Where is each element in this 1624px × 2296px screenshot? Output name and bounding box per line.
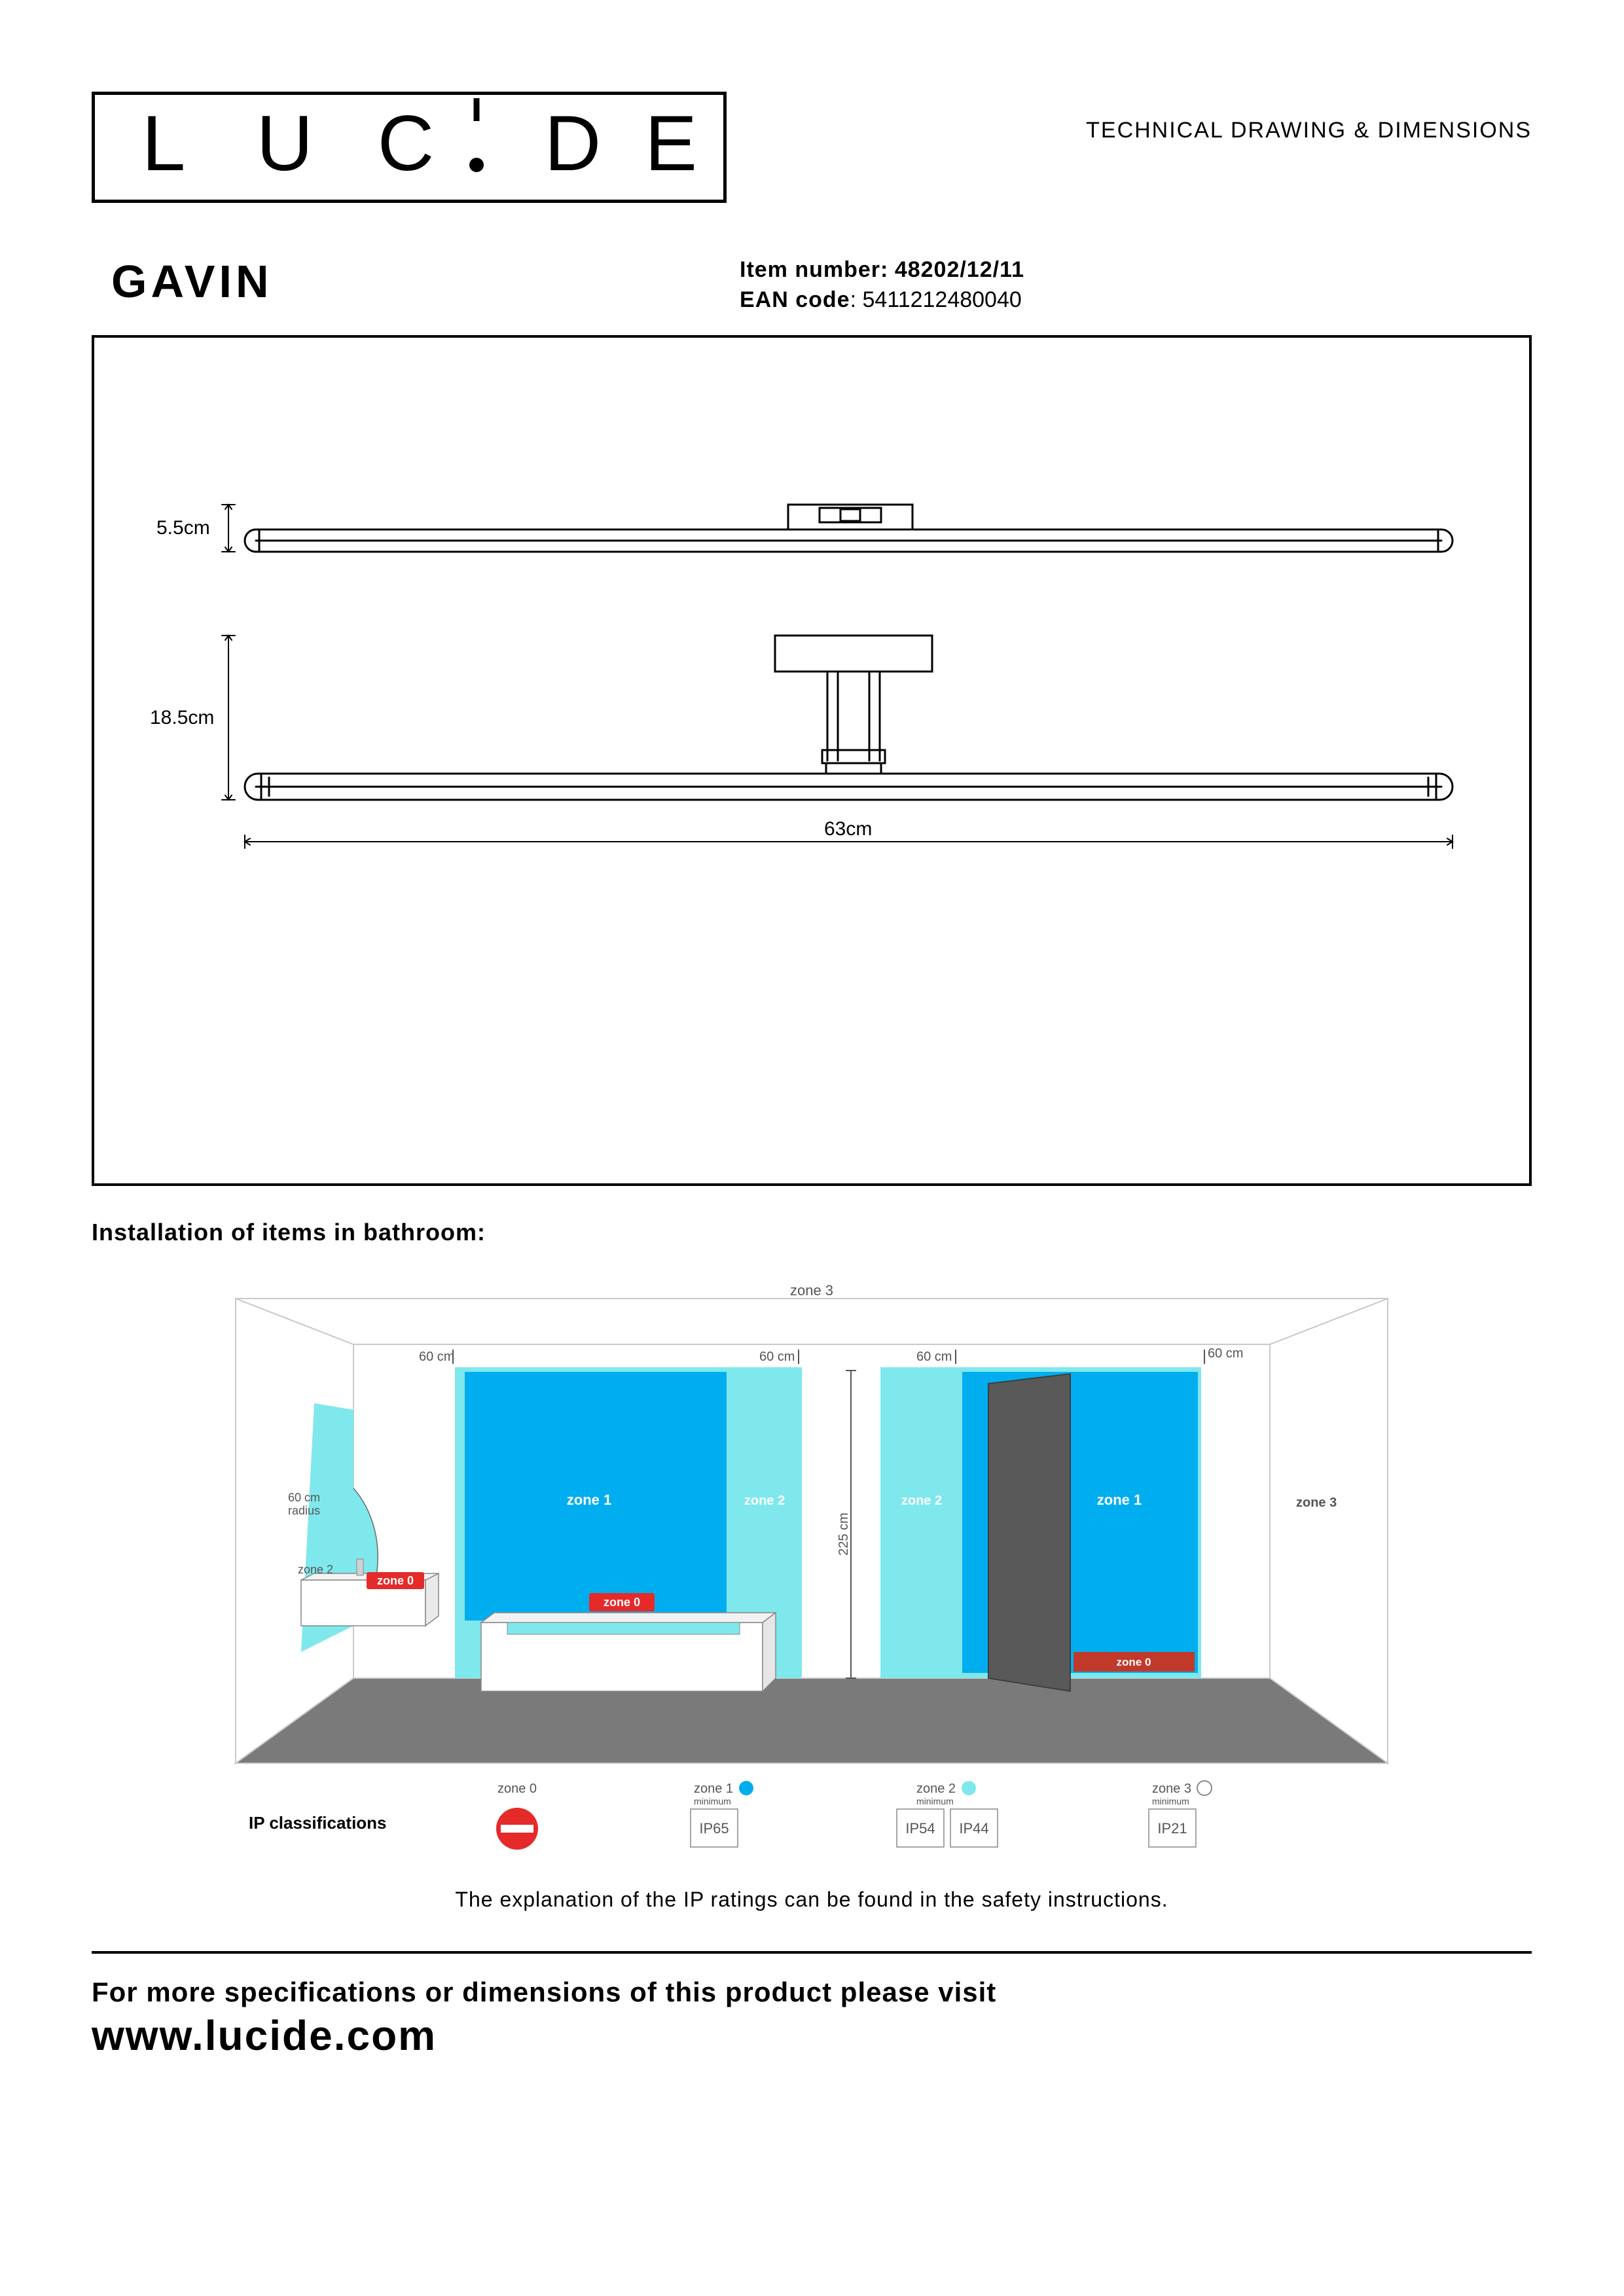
- dim-225: 225 cm: [837, 1513, 851, 1556]
- dim-60-a: 60 cm: [419, 1350, 454, 1364]
- ip-classifications-title: IP classifications: [249, 1813, 387, 1833]
- product-name: GAVIN: [111, 255, 740, 308]
- install-heading: Installation of items in bathroom:: [92, 1219, 1532, 1246]
- ip54: IP54: [905, 1820, 935, 1837]
- logo-letter: L: [142, 99, 186, 187]
- logo-letter: C: [378, 99, 435, 187]
- product-codes: Item number: 48202/12/11 EAN code: 54112…: [740, 255, 1024, 315]
- dim-60-d: 60 cm: [1208, 1346, 1243, 1361]
- ip-z3-min: minimum: [1152, 1796, 1189, 1806]
- dim-60-c: 60 cm: [916, 1350, 952, 1364]
- zone3-marker: [1197, 1781, 1212, 1795]
- shower-zone2: zone 2: [901, 1494, 942, 1508]
- item-number-label: Item number:: [740, 257, 888, 282]
- ip21: IP21: [1157, 1820, 1187, 1837]
- sink-zone2-label: zone 2: [298, 1563, 333, 1576]
- ean-label: EAN code: [740, 287, 850, 312]
- ip-z3: zone 3: [1152, 1782, 1191, 1796]
- shower-zone0: zone 0: [1117, 1656, 1151, 1668]
- brand-logo: L U C D E: [92, 92, 727, 203]
- dim-5-5: 5.5cm: [156, 517, 210, 539]
- technical-drawing: 5.5cm 18.5cm 63cm: [92, 335, 1532, 1186]
- ip-z1-min: minimum: [694, 1796, 731, 1806]
- tub-zone0: zone 0: [604, 1596, 640, 1609]
- footer-url: www.lucide.com: [92, 2011, 1532, 2060]
- tub-zone2: zone 2: [744, 1494, 785, 1508]
- ip-z1: zone 1: [694, 1782, 733, 1796]
- logo-letter: D: [545, 99, 602, 187]
- item-number-value: 48202/12/11: [895, 257, 1024, 282]
- shower-zone1: zone 1: [1097, 1492, 1142, 1508]
- footer-text: For more specifications or dimensions of…: [92, 1977, 1532, 2008]
- radius-label-1: 60 cm: [288, 1491, 320, 1504]
- zone1-marker: [739, 1781, 753, 1795]
- ip65: IP65: [699, 1820, 729, 1837]
- ean-value: : 5411212480040: [850, 287, 1022, 312]
- ip-z2: zone 2: [916, 1782, 956, 1796]
- dim-60-b: 60 cm: [759, 1350, 795, 1364]
- dim-18-5: 18.5cm: [150, 707, 214, 728]
- footer: For more specifications or dimensions of…: [92, 1951, 1532, 2060]
- zone3-right: zone 3: [1296, 1496, 1337, 1510]
- tub-zone1: zone 1: [567, 1492, 611, 1508]
- dim-63: 63cm: [824, 818, 872, 840]
- zone2-marker: [962, 1781, 976, 1795]
- ip-explanation-note: The explanation of the IP ratings can be…: [92, 1888, 1532, 1912]
- ip-z2-min: minimum: [916, 1796, 954, 1806]
- logo-letter: E: [645, 99, 697, 187]
- radius-label-2: radius: [288, 1504, 320, 1517]
- doc-type-label: TECHNICAL DRAWING & DIMENSIONS: [1086, 118, 1532, 143]
- ip-z0: zone 0: [497, 1782, 537, 1796]
- logo-letter: U: [257, 99, 314, 187]
- zone3-top-label: zone 3: [790, 1282, 833, 1299]
- sink-zone0: zone 0: [377, 1574, 414, 1587]
- bathroom-zones-diagram: zone 3 60 cm 60 cm 60 cm 60 cm: [223, 1259, 1401, 1868]
- ip44: IP44: [959, 1820, 988, 1837]
